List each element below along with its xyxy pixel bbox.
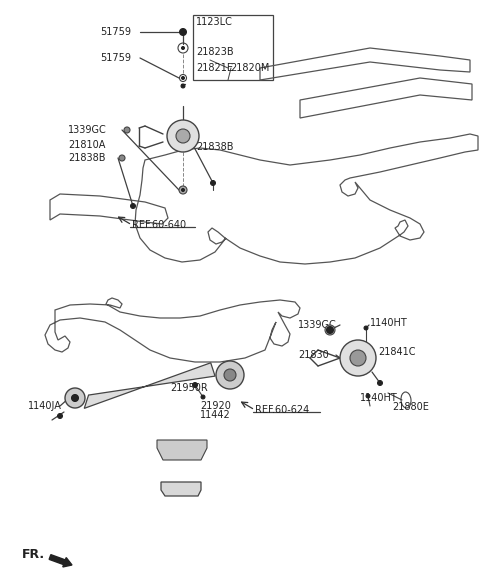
- Text: FR.: FR.: [22, 549, 45, 562]
- Text: 51759: 51759: [100, 27, 131, 37]
- Text: 21838B: 21838B: [196, 142, 233, 152]
- Text: 21830: 21830: [298, 350, 329, 360]
- Circle shape: [181, 84, 185, 88]
- Circle shape: [211, 181, 216, 185]
- Circle shape: [167, 120, 199, 152]
- Circle shape: [181, 76, 184, 79]
- Circle shape: [192, 383, 197, 387]
- Polygon shape: [161, 482, 201, 496]
- Text: REF.60-640: REF.60-640: [132, 220, 186, 230]
- Circle shape: [181, 46, 184, 49]
- Text: 11442: 11442: [200, 410, 231, 420]
- Text: 1140JA: 1140JA: [28, 401, 62, 411]
- Circle shape: [119, 155, 125, 161]
- Circle shape: [72, 395, 78, 401]
- Circle shape: [181, 189, 184, 192]
- Circle shape: [325, 325, 335, 335]
- Text: 1339GC: 1339GC: [298, 320, 337, 330]
- Text: 1140HT: 1140HT: [360, 393, 398, 403]
- Polygon shape: [84, 363, 215, 408]
- Bar: [193, 15, 273, 80]
- Text: 21950R: 21950R: [170, 383, 208, 393]
- Circle shape: [58, 413, 62, 419]
- Circle shape: [224, 369, 236, 381]
- Circle shape: [340, 340, 376, 376]
- Circle shape: [201, 395, 205, 399]
- Text: 21820M: 21820M: [230, 63, 269, 73]
- Polygon shape: [157, 440, 207, 460]
- Circle shape: [216, 361, 244, 389]
- Circle shape: [179, 186, 187, 194]
- Text: 21810A: 21810A: [68, 140, 106, 150]
- Circle shape: [350, 350, 366, 366]
- Text: 21821E: 21821E: [196, 63, 233, 73]
- Text: 21880E: 21880E: [392, 402, 429, 412]
- Circle shape: [377, 380, 383, 386]
- Circle shape: [124, 127, 130, 133]
- Circle shape: [326, 326, 334, 333]
- Text: 1140HT: 1140HT: [370, 318, 408, 328]
- Text: 21823B: 21823B: [196, 47, 234, 57]
- Text: 1339GC: 1339GC: [68, 125, 107, 135]
- Text: REF.60-624: REF.60-624: [255, 405, 309, 415]
- Circle shape: [72, 395, 79, 402]
- Circle shape: [131, 203, 135, 209]
- Text: 1123LC: 1123LC: [196, 17, 233, 27]
- Text: 21838B: 21838B: [68, 153, 106, 163]
- Text: 21920: 21920: [200, 401, 231, 411]
- Circle shape: [364, 326, 368, 330]
- FancyArrow shape: [49, 554, 72, 567]
- Circle shape: [366, 394, 370, 398]
- Text: 51759: 51759: [100, 53, 131, 63]
- Text: 21841C: 21841C: [378, 347, 416, 357]
- Circle shape: [176, 129, 190, 143]
- Circle shape: [65, 388, 85, 408]
- Circle shape: [180, 28, 187, 35]
